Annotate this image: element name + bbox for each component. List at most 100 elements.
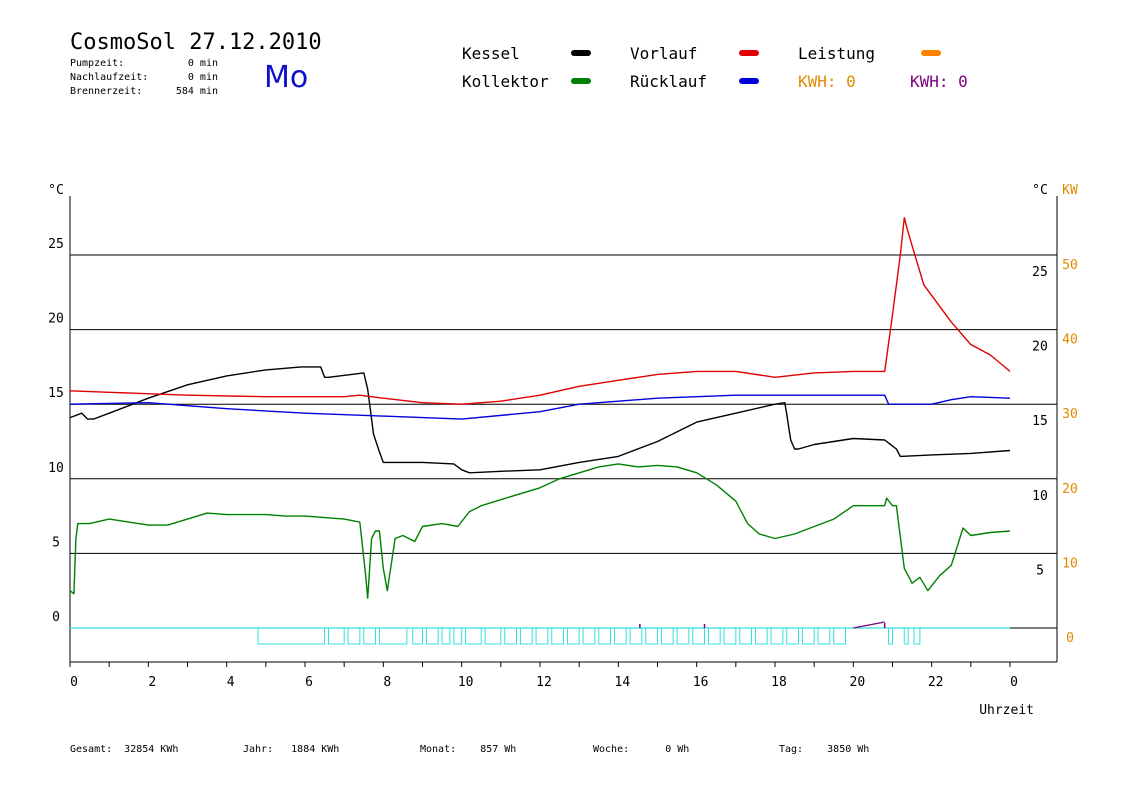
x-tick-label: 12 <box>536 675 552 690</box>
pump-block <box>484 627 502 645</box>
legend-kwh-purple: KWH: 0 <box>910 72 968 91</box>
weekday-label: Mo <box>264 60 309 95</box>
pump-block <box>363 627 376 645</box>
pump-block <box>833 627 846 645</box>
x-tick-label: 4 <box>227 675 235 690</box>
pump-block <box>328 627 345 645</box>
y-right-tick-label: 10 <box>1032 489 1048 504</box>
pump-block <box>453 627 463 645</box>
footer-jahr: Jahr: 1884 KWh <box>243 744 340 755</box>
y-left-tick-label: 20 <box>48 312 64 327</box>
pump-block <box>692 627 705 645</box>
legend-kollektor-label: Kollektor <box>462 72 549 91</box>
y-right-unit: °C <box>1032 183 1048 198</box>
y-left-tick-label: 5 <box>52 535 60 550</box>
kw-tick-label: 30 <box>1062 407 1078 422</box>
legend-kwh-orange: KWH: 0 <box>798 72 856 91</box>
y-left-tick-label: 25 <box>48 237 64 252</box>
runtime-info: Pumpzeit: 0 min Nachlaufzeit: 0 min Brenne… <box>70 57 218 99</box>
y-left-tick-label: 15 <box>48 386 64 401</box>
x-tick-label: 20 <box>850 675 866 690</box>
x-tick-label: 14 <box>615 675 631 690</box>
legend-vorlauf-swatch <box>739 50 759 56</box>
x-tick-label: 22 <box>928 675 944 690</box>
pump-block <box>817 627 831 645</box>
y-right-tick-label: 20 <box>1032 340 1048 355</box>
pump-block <box>412 627 424 645</box>
pump-block <box>257 627 326 645</box>
y-left-tick-label: 10 <box>48 461 64 476</box>
pumpzeit-label: Pumpzeit: <box>70 58 125 69</box>
x-axis-label: Uhrzeit <box>979 703 1034 718</box>
y-left-unit: °C <box>48 183 64 198</box>
pump-block <box>551 627 564 645</box>
pump-block <box>465 627 482 645</box>
pump-block <box>566 627 580 645</box>
pump-block <box>660 627 674 645</box>
brennerzeit-label: Brennerzeit: <box>70 86 143 97</box>
series-line-kollektor <box>69 463 1011 599</box>
legend-leistung-swatch <box>921 50 941 56</box>
x-tick-label: 0 <box>70 675 78 690</box>
legend-ruecklauf-swatch <box>739 78 759 84</box>
kw-tick-label: 10 <box>1062 556 1078 571</box>
pump-block <box>913 627 921 645</box>
pump-block <box>378 627 408 645</box>
legend-kessel-label: Kessel <box>462 44 520 63</box>
pump-block <box>535 627 549 645</box>
pump-block <box>519 627 533 645</box>
x-tick-label: 10 <box>458 675 474 690</box>
x-tick-label: 8 <box>383 675 391 690</box>
x-tick-label: 6 <box>305 675 313 690</box>
footer-woche: Woche: 0 Wh <box>593 744 690 755</box>
pump-block <box>903 627 909 645</box>
pump-block <box>676 627 690 645</box>
pump-block <box>786 627 799 645</box>
pump-block <box>598 627 611 645</box>
kw-tick-label: 40 <box>1062 333 1078 348</box>
pump-block <box>347 627 361 645</box>
legend-ruecklauf-label: Rücklauf <box>630 72 708 91</box>
pump-block <box>504 627 517 645</box>
y-right-tick-label: 5 <box>1036 563 1044 578</box>
kw-unit: KW <box>1062 183 1078 198</box>
y-right-tick-label: 15 <box>1032 414 1048 429</box>
pump-block <box>441 627 451 645</box>
footer-gesamt: Gesamt: 32854 KWh <box>70 744 179 755</box>
nachlaufzeit-value: 0 min <box>187 72 218 83</box>
pump-block <box>582 627 596 645</box>
footer-monat: Monat: 857 Wh <box>420 744 517 755</box>
chart-title: CosmoSol 27.12.2010 <box>70 30 322 55</box>
pump-block <box>770 627 784 645</box>
x-tick-label: 2 <box>148 675 156 690</box>
y-left-tick-label: 0 <box>52 610 60 625</box>
legend-leistung-label: Leistung <box>798 44 876 63</box>
pump-block <box>739 627 752 645</box>
pumpzeit-value: 0 min <box>187 58 218 69</box>
x-tick-label: 16 <box>693 675 709 690</box>
burner-ramp <box>853 621 885 629</box>
legend-kessel-swatch <box>571 50 591 56</box>
pump-block <box>888 627 893 645</box>
pump-block <box>707 627 721 645</box>
kw-tick-label: 50 <box>1062 258 1078 273</box>
pump-block <box>425 627 439 645</box>
pump-block <box>754 627 768 645</box>
pump-block <box>613 627 627 645</box>
series-line-kessel <box>69 366 1011 474</box>
kw-tick-label: 20 <box>1062 482 1078 497</box>
x-tick-label: 0 <box>1010 675 1018 690</box>
pump-block <box>629 627 643 645</box>
kw-tick-label: 0 <box>1066 631 1074 646</box>
pump-block <box>645 627 658 645</box>
footer-tag: Tag: 3850 Wh <box>779 744 870 755</box>
y-right-tick-label: 25 <box>1032 265 1048 280</box>
pump-block <box>723 627 737 645</box>
x-tick-label: 18 <box>771 675 787 690</box>
pump-block <box>801 627 815 645</box>
series-line-vorlauf <box>69 216 1011 405</box>
legend-kollektor-swatch <box>571 78 591 84</box>
nachlaufzeit-label: Nachlaufzeit: <box>70 72 149 83</box>
brennerzeit-value: 584 min <box>175 86 218 97</box>
